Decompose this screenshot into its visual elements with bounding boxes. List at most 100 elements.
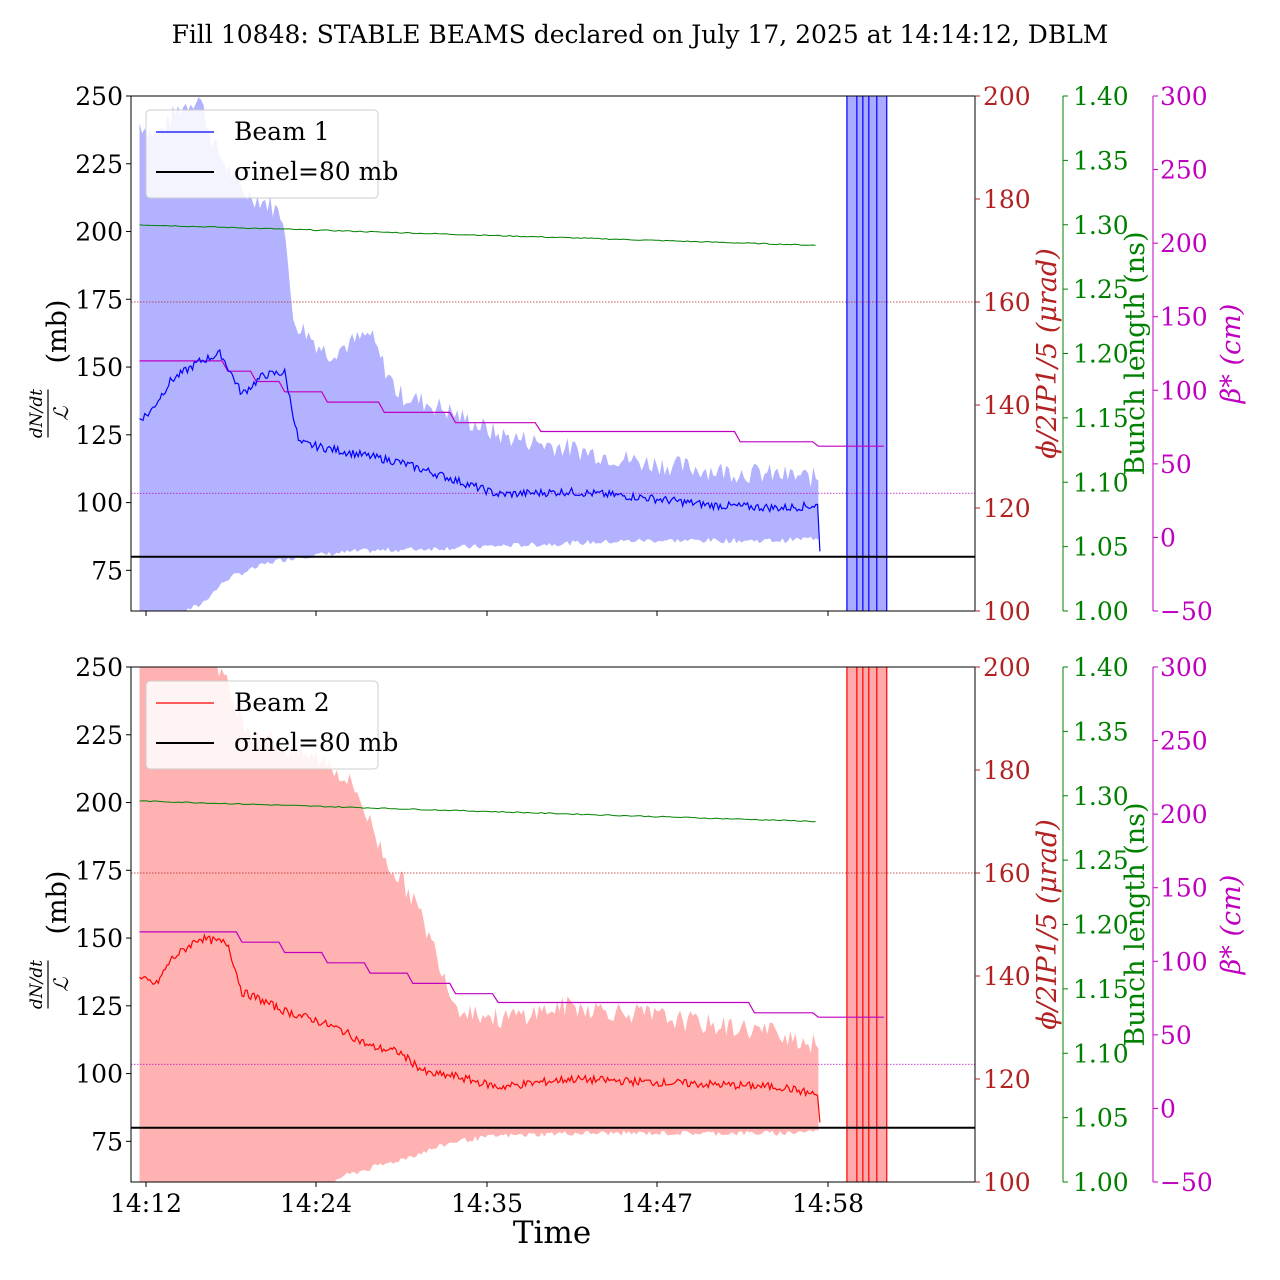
y-tick-label: 175 — [75, 856, 123, 885]
legend-label-sigma: σinel=80 mb — [234, 728, 398, 757]
beta-tick-label: 200 — [1160, 229, 1208, 258]
beta-tick-label: 150 — [1160, 874, 1208, 903]
bunch-length-line — [139, 224, 816, 246]
y-tick-label: 250 — [75, 82, 123, 111]
y-tick-label: 250 — [75, 653, 123, 682]
y-tick-label: 125 — [75, 992, 123, 1021]
angle-axis-label: ϕ/2IP1/5 (μrad) — [1032, 819, 1063, 1029]
y-tick-label: 125 — [75, 421, 123, 450]
panel-bottom: 75 100 125 150 175 200 225 250 dN/dt ℒ (mb) 14:12 14… — [27, 653, 1247, 1251]
angle-tick-label: 160 — [983, 859, 1031, 888]
bunch-label-text: Bunch length (ns) — [1120, 802, 1151, 1046]
angle-tick-label: 180 — [983, 185, 1031, 214]
angle-tick-label: 200 — [983, 82, 1031, 111]
bunch-tick-label: 1.20 — [1073, 340, 1129, 369]
chart-title: Fill 10848: STABLE BEAMS declared on Jul… — [171, 20, 1109, 49]
legend-label-sigma: σinel=80 mb — [234, 157, 398, 186]
y-label-numerator: dN/dt — [27, 389, 47, 438]
y-tick-label: 200 — [75, 789, 123, 818]
y-label-denominator: ℒ — [49, 406, 73, 421]
beta-tick-label: 100 — [1160, 947, 1208, 976]
beta-tick-label: 50 — [1160, 450, 1192, 479]
bunch-tick-label: 1.40 — [1073, 82, 1129, 111]
bunch-tick-label: 1.25 — [1073, 275, 1129, 304]
y-label-unit: (mb) — [42, 300, 73, 364]
bunch-tick-label: 1.35 — [1073, 146, 1129, 175]
plot-frame — [130, 95, 976, 612]
angle-tick-label: 200 — [983, 653, 1031, 682]
bunch-tick-label: 1.10 — [1073, 1039, 1129, 1068]
uncertainty-band — [139, 667, 819, 1182]
beta-tick-label: 150 — [1160, 303, 1208, 332]
y-tick-label: 200 — [75, 218, 123, 247]
bunch-tick-label: 1.10 — [1073, 468, 1129, 497]
beta-tick-label: 0 — [1160, 1094, 1176, 1123]
burst-band — [846, 667, 887, 1182]
angle-label-text: ϕ/2IP1/5 (μrad) — [1032, 819, 1063, 1029]
beta-label-text: β* (cm) — [1216, 304, 1247, 404]
y-tick-label: 225 — [75, 150, 123, 179]
bunch-tick-label: 1.00 — [1073, 1168, 1129, 1197]
y-tick-label: 150 — [75, 924, 123, 953]
beam2-line — [139, 933, 821, 1123]
angle-tick-label: 180 — [983, 756, 1031, 785]
x-tick-label: 14:58 — [792, 1189, 864, 1218]
angle-tick-label: 100 — [983, 1168, 1031, 1197]
beam1-line — [139, 348, 821, 552]
beta-axis-label: β* (cm) — [1216, 304, 1247, 404]
y-tick-label: 150 — [75, 353, 123, 382]
x-axis-label: Time — [513, 1215, 591, 1251]
beta-star-line — [139, 931, 884, 1018]
y-axis-label: dN/dt ℒ (mb) — [27, 871, 73, 1010]
bunch-tick-label: 1.20 — [1073, 911, 1129, 940]
x-tick-label: 14:35 — [451, 1189, 523, 1218]
bunch-axis-label: Bunch length (ns) — [1120, 802, 1151, 1046]
y-label-numerator: dN/dt — [27, 960, 47, 1009]
bunch-tick-label: 1.00 — [1073, 597, 1129, 626]
y-axis-label: dN/dt ℒ (mb) — [27, 300, 73, 439]
panel-top: 75 100 125 150 175 200 225 250 dN/dt ℒ (mb) 100 120 1… — [27, 82, 1247, 626]
beta-axis-label: β* (cm) — [1216, 875, 1247, 975]
beta-tick-label: 250 — [1160, 727, 1208, 756]
beta-tick-label: 300 — [1160, 82, 1208, 111]
x-tick-label: 14:47 — [621, 1189, 693, 1218]
x-tick-label: 14:12 — [110, 1189, 182, 1218]
beta-tick-label: −50 — [1160, 1168, 1213, 1197]
plot-frame — [130, 666, 976, 1183]
y-label-denominator: ℒ — [49, 977, 73, 992]
legend-label-beam: Beam 1 — [234, 117, 330, 146]
beta-tick-label: −50 — [1160, 597, 1213, 626]
angle-tick-label: 140 — [983, 391, 1031, 420]
angle-axis-label: ϕ/2IP1/5 (μrad) — [1032, 248, 1063, 458]
beta-tick-label: 100 — [1160, 376, 1208, 405]
beta-tick-label: 250 — [1160, 156, 1208, 185]
bunch-length-line — [139, 800, 816, 823]
x-tick-label: 14:24 — [280, 1189, 352, 1218]
bunch-axis-label: Bunch length (ns) — [1120, 231, 1151, 475]
legend-label-beam: Beam 2 — [234, 688, 330, 717]
angle-tick-label: 120 — [983, 1065, 1031, 1094]
bunch-tick-label: 1.15 — [1073, 975, 1129, 1004]
beta-tick-label: 0 — [1160, 523, 1176, 552]
bunch-tick-label: 1.35 — [1073, 717, 1129, 746]
angle-tick-label: 160 — [983, 288, 1031, 317]
beta-tick-label: 50 — [1160, 1021, 1192, 1050]
y-tick-label: 75 — [91, 556, 123, 585]
bunch-tick-label: 1.05 — [1073, 533, 1129, 562]
bunch-tick-label: 1.40 — [1073, 653, 1129, 682]
legend: Beam 2 σinel=80 mb — [145, 680, 398, 770]
bunch-label-text: Bunch length (ns) — [1120, 231, 1151, 475]
y-tick-label: 100 — [75, 489, 123, 518]
beta-star-line — [139, 360, 884, 447]
angle-tick-label: 100 — [983, 597, 1031, 626]
angle-tick-label: 140 — [983, 962, 1031, 991]
burst-band — [846, 96, 887, 611]
bunch-tick-label: 1.05 — [1073, 1104, 1129, 1133]
bunch-tick-label: 1.25 — [1073, 846, 1129, 875]
y-tick-label: 100 — [75, 1060, 123, 1089]
bunch-tick-label: 1.30 — [1073, 211, 1129, 240]
angle-label-text: ϕ/2IP1/5 (μrad) — [1032, 248, 1063, 458]
y-label-unit: (mb) — [42, 871, 73, 935]
angle-tick-label: 120 — [983, 494, 1031, 523]
